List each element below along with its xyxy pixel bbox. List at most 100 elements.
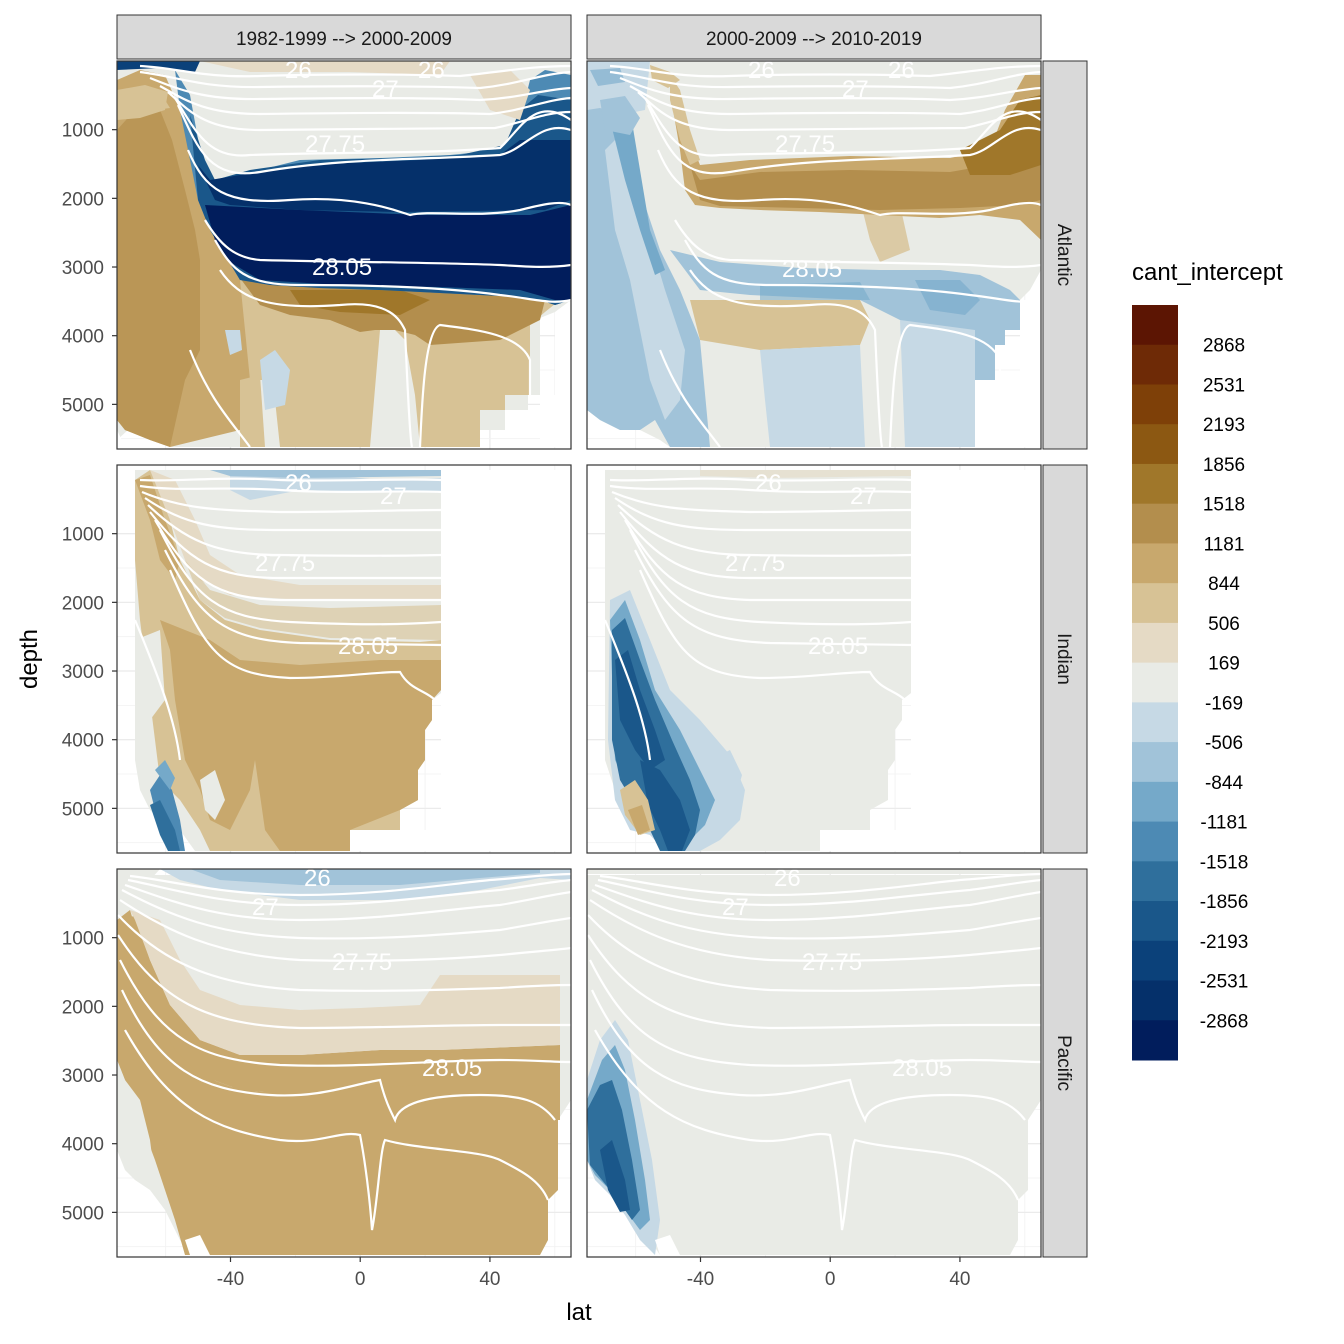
panel-border — [116, 60, 572, 450]
y-tick-label: 2000 — [62, 593, 104, 614]
row-strips: Atlantic Indian Pacific — [1042, 60, 1088, 1258]
isopycnals — [587, 872, 1041, 1231]
legend-swatch — [1132, 622, 1178, 664]
legend-swatch — [1132, 463, 1178, 505]
legend-colorbar — [1132, 305, 1178, 1061]
legend-break-label: 2868 — [1203, 336, 1245, 357]
legend-swatch — [1132, 305, 1178, 346]
panel-atlantic-2000-2019: 26 26 27 27.75 28.05 — [586, 57, 1042, 450]
isopycnals — [609, 64, 1041, 448]
panel-border — [586, 868, 1042, 1258]
y-tick-label: 2000 — [62, 189, 104, 210]
strip-row-1-label: Indian — [1053, 633, 1074, 685]
strip-row-1 — [1042, 464, 1088, 854]
strip-col-1 — [586, 14, 1042, 60]
contour-label-27-75: 27.75 — [255, 550, 315, 577]
legend-swatch — [1132, 821, 1178, 862]
y-tick-label: 5000 — [62, 799, 104, 820]
panel-pacific-2000-2019: 26 27 27.75 28.05 — [586, 865, 1042, 1258]
y-tick-label: 3000 — [62, 662, 104, 683]
contour-label-28-05: 28.05 — [892, 1055, 952, 1082]
y-tick-label: 1000 — [62, 121, 104, 142]
legend-break-label: -1856 — [1200, 892, 1249, 913]
legend-swatch — [1132, 901, 1178, 942]
legend-break-label: -1518 — [1200, 852, 1249, 873]
legend-break-label: 1856 — [1203, 455, 1245, 476]
contour-label-27-75: 27.75 — [802, 949, 862, 976]
isopycnals — [139, 64, 571, 448]
contour-label-28-05: 28.05 — [338, 633, 398, 660]
contour-label-27: 27 — [252, 894, 279, 921]
x-tick-label: 0 — [825, 1269, 836, 1290]
panel-atlantic-1982-2009: 26 26 27 27.75 28.05 — [116, 57, 572, 450]
contour-labels: 26 27 27.75 28.05 — [725, 470, 877, 660]
panel-pacific-1982-2009: 26 27 27.75 28.05 — [116, 865, 572, 1258]
legend-break-label: 1181 — [1204, 534, 1245, 555]
legend-break-label: -169 — [1205, 693, 1243, 714]
strip-row-0-label: Atlantic — [1053, 224, 1074, 286]
y-tick-label: 1000 — [62, 929, 104, 950]
legend-swatch — [1132, 543, 1178, 584]
legend-swatch — [1132, 980, 1178, 1021]
strip-row-2 — [1042, 868, 1088, 1258]
contour-label-27: 27 — [850, 483, 877, 510]
strip-row-0 — [1042, 60, 1088, 450]
legend-swatch — [1132, 1020, 1178, 1061]
legend-break-label: -1181 — [1200, 813, 1247, 834]
legend-break-label: 844 — [1208, 574, 1240, 595]
x-axis-title: lat — [566, 1299, 592, 1326]
x-axes: -40 0 40 -40 0 40 — [217, 1257, 970, 1290]
legend: cant_intercept 2868 2531 2193 1856 1518 1181 8… — [1132, 259, 1283, 1061]
contour-label-26: 26 — [755, 470, 782, 497]
legend-swatch — [1132, 424, 1178, 465]
x-tick-label: 40 — [949, 1269, 970, 1290]
y-tick-label: 2000 — [62, 997, 104, 1018]
legend-break-label: -506 — [1205, 733, 1243, 754]
x-tick-label: -40 — [687, 1269, 714, 1290]
contour-label-28-05: 28.05 — [312, 254, 372, 281]
strip-col-1-label: 2000-2009 --> 2010-2019 — [706, 29, 922, 50]
isopycnals — [133, 477, 442, 761]
contour-label-27-75: 27.75 — [775, 131, 835, 158]
legend-swatch — [1132, 344, 1178, 385]
legend-labels: 2868 2531 2193 1856 1518 1181 844 506 169 -169 -50… — [1200, 336, 1249, 1033]
contour-labels: 26 27 27.75 28.05 — [255, 470, 407, 660]
panel-indian-1982-2009: 26 27 27.75 28.05 — [116, 464, 572, 854]
legend-swatch — [1132, 662, 1178, 703]
strip-col-0 — [116, 14, 572, 60]
legend-swatch — [1132, 583, 1178, 624]
y-tick-label: 4000 — [62, 731, 104, 752]
x-tick-label: -40 — [217, 1269, 244, 1290]
legend-swatch — [1132, 503, 1178, 544]
legend-break-label: -844 — [1205, 773, 1243, 794]
y-tick-label: 3000 — [62, 258, 104, 279]
contour-label-28-05: 28.05 — [782, 256, 842, 283]
contour-label-27: 27 — [380, 483, 407, 510]
column-strips: 1982-1999 --> 2000-2009 2000-2009 --> 20… — [116, 14, 1042, 60]
panel-border — [586, 60, 1042, 450]
legend-swatch — [1132, 702, 1178, 743]
legend-break-label: -2531 — [1200, 972, 1249, 993]
contour-fills — [135, 470, 571, 851]
legend-break-label: 169 — [1208, 654, 1240, 675]
legend-break-label: 1518 — [1203, 495, 1245, 516]
y-tick-label: 4000 — [62, 327, 104, 348]
contour-fills — [605, 470, 1041, 851]
panel-border — [586, 464, 1042, 854]
contour-label-27: 27 — [372, 76, 399, 103]
y-axis-title: depth — [16, 629, 43, 689]
x-tick-label: 40 — [479, 1269, 500, 1290]
y-axes: 1000 2000 3000 4000 5000 1000 2000 3000 4000 5000… — [62, 121, 117, 1224]
legend-swatch — [1132, 940, 1178, 982]
legend-swatch — [1132, 861, 1178, 902]
legend-break-label: 2193 — [1203, 415, 1245, 436]
panel-border — [116, 868, 572, 1258]
strip-col-0-label: 1982-1999 --> 2000-2009 — [236, 29, 452, 50]
panel-border — [116, 464, 572, 854]
y-tick-label: 4000 — [62, 1135, 104, 1156]
contour-label-28-05: 28.05 — [808, 633, 868, 660]
contour-labels: 26 26 27 27.75 28.05 — [285, 57, 445, 281]
contour-label-27: 27 — [842, 76, 869, 103]
contour-label-27-75: 27.75 — [332, 949, 392, 976]
